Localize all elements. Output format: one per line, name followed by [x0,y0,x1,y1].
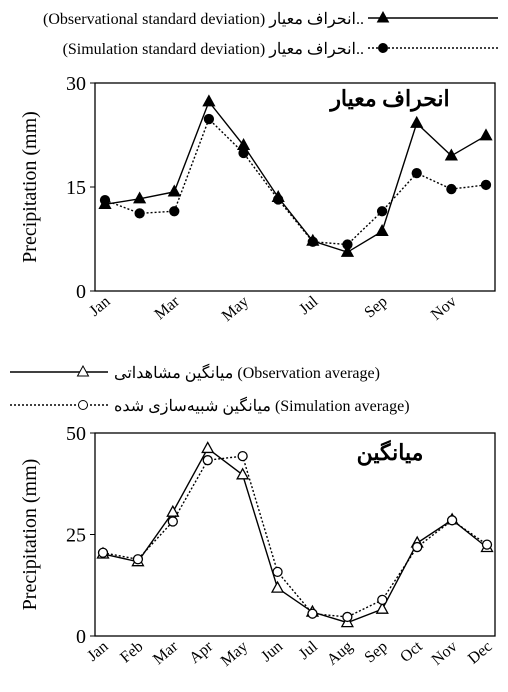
x-tick-label: Jan [84,638,111,665]
legend-marker [76,364,90,377]
y-tick-label: 15 [66,177,86,199]
x-tick-label: Jun [258,638,286,665]
y-tick-label: 30 [66,73,86,95]
marker [272,566,283,578]
x-tick-label: Apr [186,638,217,667]
marker [134,208,145,219]
marker [202,94,216,107]
x-tick-label: Sep [361,293,390,321]
marker [376,206,388,217]
marker [202,455,213,466]
x-tick-label: Aug [324,638,356,669]
y-tick-label: 50 [66,423,86,445]
marker [273,194,284,205]
legend-marker [376,10,390,23]
marker [411,167,422,179]
marker [481,539,493,550]
x-tick-label: Nov [429,638,461,669]
marker [99,195,111,206]
legend-label: (Observational standard deviation) انحرا… [43,11,364,28]
x-tick-label: May [219,293,252,325]
marker [479,128,493,141]
marker [132,554,144,565]
chart-title: میانگین [357,439,424,466]
x-tick-label: Jul [296,293,322,318]
series-line [102,447,488,624]
marker [342,239,353,250]
marker [444,148,458,161]
marker [307,608,318,619]
y-tick-label: 0 [76,626,86,648]
y-tick-label: 0 [76,281,86,303]
legend-label: میانگین مشاهداتی (Observation average) [114,363,380,382]
marker [166,504,180,517]
legend-marker [378,43,388,53]
y-axis-label: Precipitation (mm) [19,111,41,263]
x-tick-label: Jul [296,638,322,663]
marker [201,441,215,454]
marker [133,191,147,204]
legend-label: (Simulation standard deviation) انحراف م… [63,41,364,58]
marker [377,594,388,606]
y-tick-label: 25 [66,525,86,547]
marker [410,115,424,128]
marker [340,244,355,257]
x-tick-label: Nov [428,293,460,324]
legend-marker [78,400,88,410]
marker [169,206,180,217]
marker [236,467,250,480]
marker [97,547,109,558]
marker [375,224,389,237]
x-tick-label: Oct [397,638,426,666]
x-tick-label: May [218,638,251,670]
marker [167,516,178,527]
plot-frame [94,82,496,292]
x-tick-label: Sep [362,638,391,666]
legend-label: میانگین شبیه‌سازی شده (Simulation averag… [114,396,410,415]
series-line [104,100,487,253]
series-line [104,117,487,246]
marker [307,236,318,247]
marker [412,541,423,553]
marker [237,450,248,462]
x-tick-label: Dec [465,638,496,668]
marker [238,147,249,159]
marker [342,611,353,623]
x-tick-label: Mar [150,638,182,669]
marker [270,580,285,593]
marker [446,183,457,195]
plot-frame [94,432,496,637]
x-tick-label: Feb [117,638,146,666]
marker [480,179,492,191]
chart-title: انحراف معیار [328,86,449,112]
y-axis-label: Precipitation (mm) [19,459,41,611]
x-tick-label: Mar [151,293,183,324]
marker [375,601,389,614]
x-tick-label: Jan [86,293,113,320]
marker [167,184,181,197]
marker [446,515,458,526]
marker [203,113,215,125]
series-line [102,455,488,618]
